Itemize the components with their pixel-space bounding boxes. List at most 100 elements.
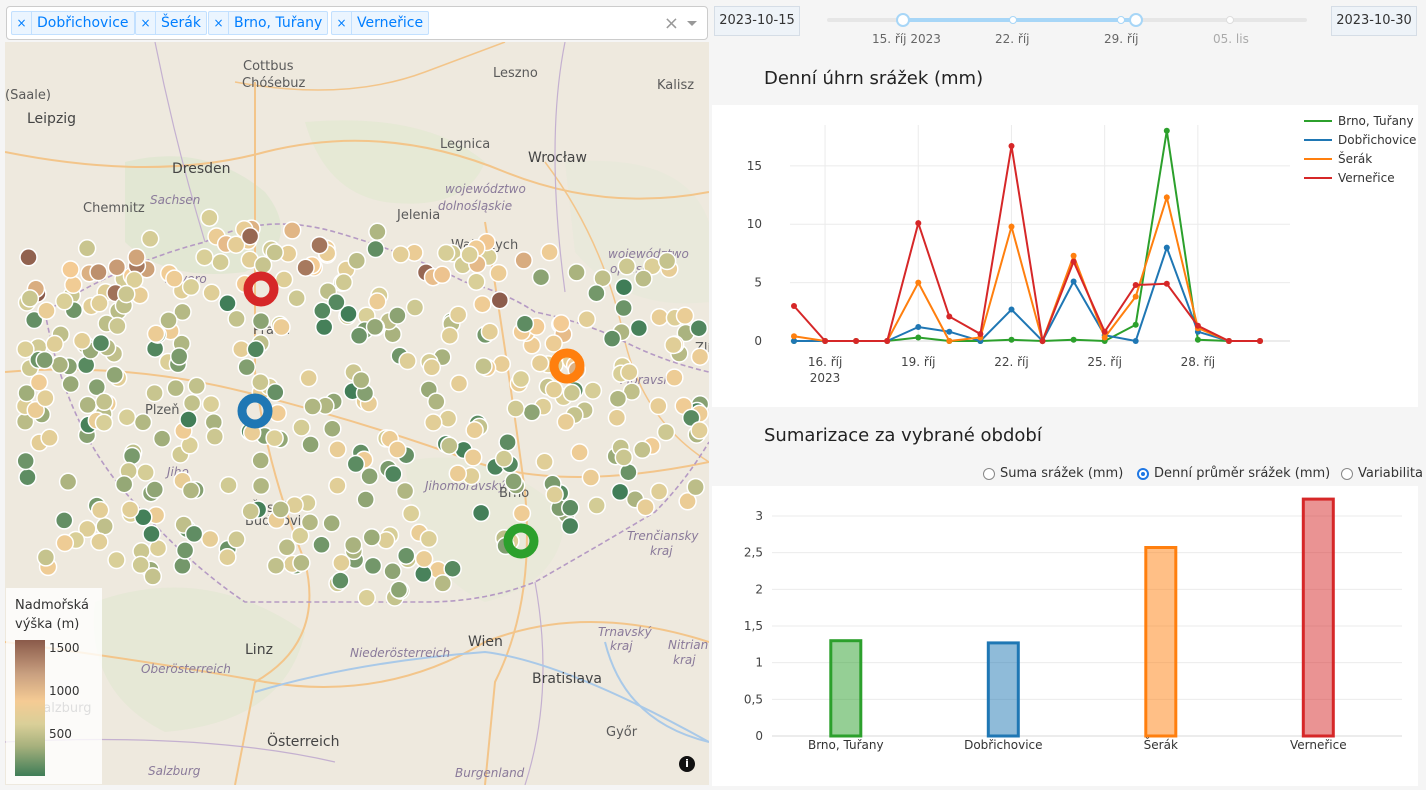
station-marker[interactable] <box>227 530 246 549</box>
data-point[interactable] <box>1132 282 1139 288</box>
data-point[interactable] <box>1008 223 1015 230</box>
radio-circle[interactable] <box>1341 467 1353 480</box>
info-icon[interactable]: i <box>679 756 695 772</box>
selected-station-ring[interactable] <box>237 393 273 429</box>
radio-sum[interactable]: Suma srážek (mm) <box>983 466 1123 481</box>
station-marker[interactable] <box>339 304 358 324</box>
station-marker[interactable] <box>610 482 630 502</box>
station-marker[interactable] <box>363 556 383 576</box>
data-point[interactable] <box>1008 306 1015 313</box>
station-marker[interactable] <box>570 443 589 462</box>
station-marker[interactable] <box>55 292 74 311</box>
bar[interactable] <box>1301 497 1335 738</box>
station-marker[interactable] <box>686 477 705 497</box>
station-marker[interactable] <box>427 392 446 411</box>
station-marker[interactable] <box>90 532 109 552</box>
station-marker[interactable] <box>265 428 284 448</box>
station-marker[interactable] <box>251 372 270 392</box>
bar[interactable] <box>986 641 1020 738</box>
station-marker[interactable] <box>61 260 80 279</box>
station-marker[interactable] <box>292 418 311 437</box>
station-marker[interactable] <box>356 490 375 509</box>
station-marker[interactable] <box>107 257 127 277</box>
series-line[interactable] <box>793 145 1260 345</box>
station-marker[interactable] <box>78 395 97 415</box>
station-marker[interactable] <box>55 533 75 553</box>
station-marker[interactable] <box>665 368 684 387</box>
station-marker[interactable] <box>583 381 603 400</box>
station-marker[interactable] <box>360 467 379 486</box>
station-marker[interactable] <box>202 283 221 303</box>
station-marker[interactable] <box>347 251 367 270</box>
station-marker[interactable] <box>94 413 114 432</box>
data-point[interactable] <box>853 338 860 344</box>
station-marker[interactable] <box>633 440 652 460</box>
station-marker[interactable] <box>620 362 639 382</box>
station-marker[interactable] <box>556 412 576 432</box>
station-marker[interactable] <box>114 474 134 494</box>
station-marker[interactable] <box>551 314 571 333</box>
data-point[interactable] <box>1070 336 1077 343</box>
station-marker[interactable] <box>436 243 456 263</box>
station-marker[interactable] <box>473 294 492 314</box>
data-point[interactable] <box>946 338 953 344</box>
station-marker[interactable] <box>159 311 178 330</box>
remove-chip-icon[interactable]: × <box>209 12 229 34</box>
station-marker[interactable] <box>219 475 238 495</box>
station-marker[interactable] <box>522 403 542 422</box>
station-marker[interactable] <box>166 378 185 398</box>
remove-chip-icon[interactable]: × <box>136 12 156 34</box>
station-marker[interactable] <box>577 309 597 329</box>
station-marker[interactable] <box>120 500 140 519</box>
data-point[interactable] <box>1070 278 1077 285</box>
station-marker[interactable] <box>145 383 164 403</box>
summary-bar-chart[interactable]: 0 0,5 1 1,5 2 2,5 3 Brno, Tuřany Dobřichovice Šer… <box>712 486 1418 786</box>
station-marker[interactable] <box>560 516 580 536</box>
station-marker[interactable] <box>87 377 107 397</box>
station-marker[interactable] <box>690 347 709 366</box>
station-marker[interactable] <box>544 334 563 353</box>
data-point[interactable] <box>1163 280 1170 287</box>
station-marker[interactable] <box>94 392 114 412</box>
precipitation-line-chart[interactable]: 16. říj 2023 19. říj 22. říj 25. říj 28. říj 0… <box>712 105 1418 407</box>
bar[interactable] <box>829 639 863 738</box>
station-marker[interactable] <box>504 472 523 491</box>
data-point[interactable] <box>977 331 984 337</box>
station-marker[interactable] <box>368 222 387 242</box>
remove-chip-icon[interactable]: × <box>12 12 32 34</box>
station-marker[interactable] <box>511 369 531 389</box>
station-marker[interactable] <box>117 407 137 427</box>
station-marker[interactable] <box>490 290 510 310</box>
station-marker[interactable] <box>201 394 221 414</box>
station-marker[interactable] <box>17 383 36 403</box>
data-point[interactable] <box>791 303 797 309</box>
station-marker[interactable] <box>299 368 318 388</box>
station-marker[interactable] <box>690 421 709 440</box>
station-marker[interactable] <box>187 376 206 396</box>
station-marker[interactable] <box>36 388 55 408</box>
station-marker[interactable] <box>310 235 329 255</box>
station-marker[interactable] <box>405 298 425 317</box>
station-marker[interactable] <box>117 284 136 304</box>
station-marker[interactable] <box>133 413 153 432</box>
station-marker[interactable] <box>253 255 273 275</box>
station-marker[interactable] <box>448 305 468 324</box>
station-marker[interactable] <box>323 419 342 438</box>
data-point[interactable] <box>1163 127 1170 134</box>
data-point[interactable] <box>822 338 829 344</box>
data-point[interactable] <box>1070 258 1077 265</box>
station-marker[interactable] <box>650 307 669 327</box>
station-marker[interactable] <box>440 436 459 455</box>
station-marker[interactable] <box>29 373 49 392</box>
station-marker[interactable] <box>251 476 271 496</box>
station-marker[interactable] <box>514 251 533 270</box>
station-marker[interactable] <box>535 452 554 472</box>
station-marker[interactable] <box>237 357 256 377</box>
station-marker[interactable] <box>125 270 144 290</box>
data-point[interactable] <box>1194 336 1201 343</box>
slider-start-handle[interactable] <box>896 13 910 27</box>
station-marker[interactable] <box>265 243 284 262</box>
station-marker[interactable] <box>608 389 628 408</box>
data-point[interactable] <box>1163 194 1170 201</box>
data-point[interactable] <box>1101 328 1108 335</box>
